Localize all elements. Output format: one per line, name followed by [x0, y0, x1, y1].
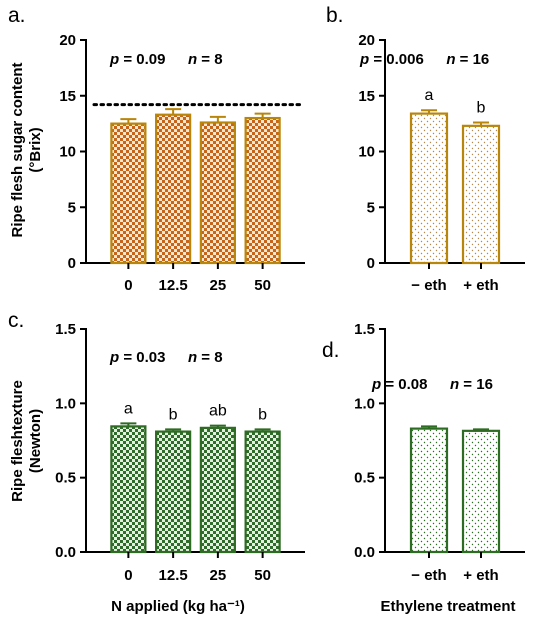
- panel-c: c. 0.0 0.5 1.0 1.5 Ripe fleshtexture(Newton) 0…: [8, 309, 305, 584]
- y-tick-label: 0.5: [55, 470, 76, 487]
- y-axis-title-a: Ripe flesh sugar content(°Brix): [9, 62, 44, 237]
- p-value-value: = 0.03: [119, 349, 165, 366]
- p-value-symbol: p: [109, 349, 119, 366]
- x-tick-label: 0: [124, 567, 132, 584]
- panel-a: a. 0 5 10 15 20 Ripe flesh sugar content(°Brix…: [8, 4, 305, 294]
- bar: [461, 429, 501, 554]
- y-tick-label: 10: [59, 144, 76, 161]
- bar: [409, 112, 449, 265]
- significance-letter: b: [258, 406, 267, 423]
- y-tick-label: 0.0: [55, 544, 76, 561]
- y-axis-title-line: Ripe fleshtexture: [9, 380, 26, 502]
- y-tick-label: 0: [68, 255, 76, 272]
- x-tick-label: 0: [124, 277, 132, 294]
- x-tick-label: 12.5: [159, 567, 188, 584]
- panel-label-d: d.: [322, 339, 340, 362]
- y-tick-label: 20: [358, 32, 375, 49]
- significance-letter: a: [425, 87, 434, 104]
- y-tick-label: 1.0: [354, 395, 375, 412]
- stat-spacer: [165, 51, 188, 68]
- bar: [199, 121, 236, 265]
- x-tick-label: 25: [210, 277, 227, 294]
- y-axis-title-line: (Newton): [27, 409, 44, 473]
- bar: [110, 122, 147, 265]
- significance-letter: b: [477, 100, 486, 117]
- stat-annotation-d: p = 0.08 n = 16: [371, 376, 493, 393]
- p-value-symbol: p: [371, 376, 381, 393]
- bar: [409, 427, 449, 554]
- panel-label-b: b.: [326, 4, 344, 27]
- stat-spacer: [427, 376, 450, 393]
- bar: [110, 425, 147, 554]
- n-value-symbol: n: [188, 349, 197, 366]
- x-axis-title-right: Ethylene treatment: [380, 598, 515, 615]
- x-tick-label: + eth: [463, 277, 498, 294]
- x-tick-label: 12.5: [159, 277, 188, 294]
- y-tick-label: 0.5: [354, 470, 375, 487]
- n-value-value: = 16: [455, 51, 489, 68]
- y-axis-title-line: (°Brix): [27, 127, 44, 172]
- y-tick-label: 15: [358, 88, 375, 105]
- bar: [155, 113, 192, 265]
- n-value-value: = 8: [197, 349, 222, 366]
- p-value-value: = 0.006: [369, 51, 424, 68]
- stat-spacer: [424, 51, 447, 68]
- significance-letter: ab: [209, 403, 227, 420]
- y-tick-label: 0.0: [354, 544, 375, 561]
- p-value-value: = 0.09: [119, 51, 165, 68]
- stat-annotation-c: p = 0.03 n = 8: [109, 349, 223, 366]
- x-tick-label: − eth: [411, 567, 446, 584]
- y-tick-label: 1.5: [354, 321, 375, 338]
- bar: [244, 430, 281, 554]
- bar: [199, 426, 236, 554]
- panel-b: b. 0 5 10 15 20 − eth a + eth b p = 0.006 n = 16: [326, 4, 525, 294]
- n-value-symbol: n: [446, 51, 455, 68]
- n-value-symbol: n: [450, 376, 459, 393]
- x-axis-title-left: N applied (kg ha⁻¹): [111, 598, 245, 615]
- stat-spacer: [165, 349, 188, 366]
- bar: [244, 116, 281, 265]
- panel-d: d. 0.0 0.5 1.0 1.5 − eth + eth p = 0.08 n = 16: [322, 321, 525, 584]
- significance-letter: b: [169, 406, 178, 423]
- y-tick-label: 10: [358, 144, 375, 161]
- y-axis-title-c: Ripe fleshtexture(Newton): [9, 380, 44, 502]
- x-tick-label: 50: [254, 567, 271, 584]
- y-tick-label: 15: [59, 88, 76, 105]
- y-tick-label: 0: [367, 255, 375, 272]
- x-tick-label: + eth: [463, 567, 498, 584]
- significance-letter: a: [124, 400, 133, 417]
- y-tick-label: 5: [367, 199, 375, 216]
- y-tick-label: 5: [68, 199, 76, 216]
- panel-label-a: a.: [8, 4, 26, 27]
- y-tick-label: 1.0: [55, 395, 76, 412]
- y-tick-label: 1.5: [55, 321, 76, 338]
- stat-annotation-a: p = 0.09 n = 8: [109, 51, 223, 68]
- stat-annotation-b: p = 0.006 n = 16: [359, 51, 489, 68]
- p-value-symbol: p: [359, 51, 369, 68]
- bar: [155, 430, 192, 554]
- bar: [461, 124, 501, 265]
- n-value-value: = 16: [459, 376, 493, 393]
- p-value-symbol: p: [109, 51, 119, 68]
- n-value-value: = 8: [197, 51, 222, 68]
- x-tick-label: − eth: [411, 277, 446, 294]
- panel-label-c: c.: [8, 309, 24, 332]
- x-tick-label: 50: [254, 277, 271, 294]
- x-tick-label: 25: [210, 567, 227, 584]
- y-tick-label: 20: [59, 32, 76, 49]
- n-value-symbol: n: [188, 51, 197, 68]
- p-value-value: = 0.08: [381, 376, 427, 393]
- y-axis-title-line: Ripe flesh sugar content: [9, 62, 26, 237]
